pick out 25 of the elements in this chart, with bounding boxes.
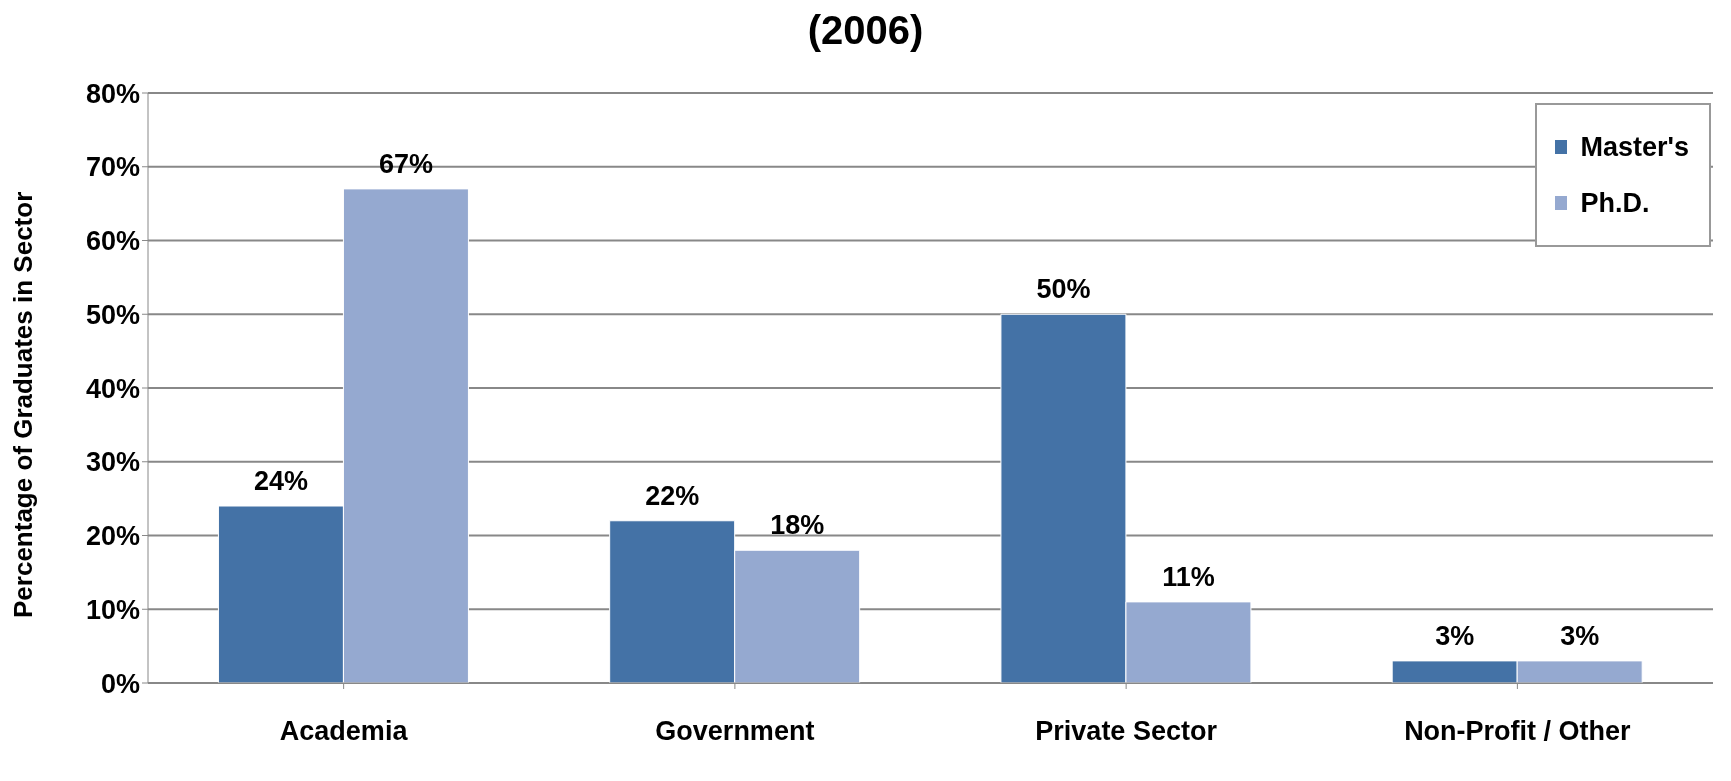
data-label: 22%	[645, 480, 700, 511]
x-tick-label: Private Sector	[1035, 716, 1218, 747]
y-tick-label: 0%	[100, 668, 140, 699]
y-tick-label: 30%	[85, 447, 140, 478]
y-tick-label: 70%	[85, 152, 140, 183]
data-label: 11%	[1162, 561, 1215, 592]
x-tick-label: Academia	[279, 716, 409, 747]
data-label: 18%	[770, 510, 825, 541]
x-tick-label: Non-Profit / Other	[1404, 716, 1632, 747]
data-label: 50%	[1036, 274, 1091, 305]
y-tick-label: 80%	[85, 78, 140, 109]
chart-title: (2006)	[806, 8, 925, 53]
y-tick-label: 10%	[85, 594, 140, 625]
data-label: 24%	[253, 466, 308, 496]
data-label: 67%	[378, 148, 433, 179]
y-tick-label: 40%	[85, 373, 140, 404]
legend-label: Ph.D.	[1580, 187, 1650, 219]
y-tick-label: 50%	[85, 299, 140, 330]
data-label: 3%	[1435, 620, 1475, 651]
data-label: 3%	[1560, 620, 1600, 651]
y-tick-label: 20%	[85, 521, 140, 552]
y-tick-label: 60%	[85, 226, 140, 257]
y-axis-title: Percentage of Graduates in Sector	[8, 191, 39, 618]
legend-label: Master's	[1580, 131, 1689, 163]
x-tick-label: Government	[655, 716, 815, 747]
